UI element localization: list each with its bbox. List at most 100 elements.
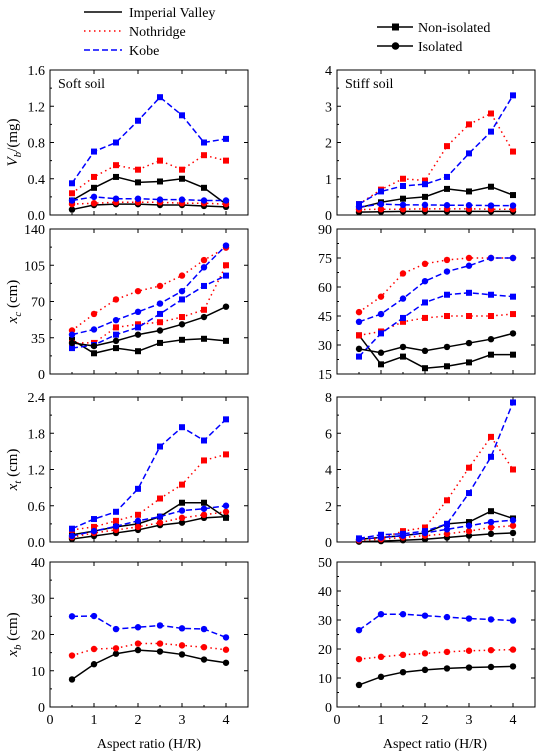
data-point-circle: [178, 514, 186, 522]
data-point-square: [488, 508, 494, 515]
y-tick-label: 20: [31, 629, 45, 644]
legend-label: Imperial Valley: [129, 6, 215, 21]
data-point-circle: [156, 648, 164, 655]
data-point-circle: [178, 625, 186, 632]
y-tick-label: 40: [318, 585, 332, 600]
data-point-square: [157, 310, 163, 317]
data-point-circle: [90, 200, 98, 207]
y-tick-label: 40: [31, 556, 45, 571]
data-point-circle: [421, 201, 429, 209]
data-point-circle: [156, 300, 164, 307]
data-point-circle: [178, 287, 186, 295]
data-point-circle: [377, 673, 385, 681]
series-line: [71, 418, 227, 530]
data-point-square: [135, 117, 141, 124]
data-point-square: [466, 150, 472, 157]
data-point-circle: [68, 613, 76, 620]
data-point-circle: [200, 511, 208, 519]
y-tick-label: 2.4: [28, 391, 46, 406]
data-point-square: [223, 262, 229, 269]
data-point-circle: [465, 664, 473, 671]
panel-Vb-stiff: 0 1 2 3 4 Stiff soil: [325, 64, 536, 224]
y-tick-label: 0.0: [28, 536, 46, 551]
data-point-square: [422, 193, 428, 200]
data-point-square: [157, 157, 163, 164]
data-point-circle: [355, 626, 363, 634]
y-tick-label: 2: [325, 137, 332, 152]
y-tick-label: 30: [318, 339, 332, 354]
data-point-square: [179, 166, 185, 173]
data-point-circle: [112, 316, 120, 324]
y-tick-label: 60: [318, 281, 332, 296]
data-point-circle: [222, 242, 230, 249]
data-point-square: [400, 314, 406, 321]
data-point-square: [69, 525, 75, 532]
data-point-circle: [443, 665, 451, 672]
data-point-circle: [421, 650, 429, 657]
data-point-circle: [487, 646, 495, 654]
data-point-circle: [134, 523, 142, 531]
data-point-square: [91, 516, 97, 523]
series-line: [358, 313, 514, 337]
x-tick-label: 3: [179, 713, 186, 728]
data-point-square: [466, 519, 472, 526]
data-point-circle: [399, 651, 407, 658]
y-axis-label: xb (cm): [5, 612, 24, 657]
x-tick-label: 2: [135, 713, 142, 728]
data-point-square: [400, 318, 406, 325]
series-line: [358, 532, 514, 543]
data-point-circle: [487, 530, 495, 538]
y-tick-label: 4: [325, 64, 332, 79]
y-tick-label: 1.8: [28, 427, 46, 442]
data-point-square: [444, 173, 450, 180]
data-point-circle: [355, 318, 363, 325]
data-point-circle: [134, 646, 142, 654]
data-point-circle: [156, 196, 164, 203]
data-point-circle: [156, 327, 164, 334]
data-point-square: [356, 332, 362, 339]
data-point-square: [444, 291, 450, 298]
data-point-circle: [112, 337, 120, 345]
data-point-circle: [487, 663, 495, 671]
data-point-circle: [156, 513, 164, 520]
data-point-square: [91, 184, 97, 191]
data-point-circle: [377, 310, 385, 318]
data-point-square: [113, 324, 119, 331]
data-point-square: [223, 272, 229, 279]
series-line: [71, 505, 227, 537]
data-point-circle: [509, 522, 517, 529]
data-point-circle: [399, 532, 407, 539]
data-point-circle: [68, 206, 76, 213]
y-tick-label: 3: [325, 100, 332, 115]
y-tick-label: 90: [318, 223, 332, 238]
data-point-square: [179, 296, 185, 303]
series-line: [358, 648, 514, 660]
series-line: [358, 257, 513, 313]
data-point-square: [113, 162, 119, 169]
data-point-circle: [112, 523, 120, 530]
data-point-square: [466, 464, 472, 471]
data-point-circle: [443, 343, 451, 351]
data-point-square: [157, 178, 163, 185]
data-point-circle: [68, 331, 76, 338]
data-point-circle: [465, 202, 473, 209]
data-point-square: [400, 183, 406, 189]
y-tick-label: 10: [318, 672, 332, 687]
data-point-circle: [200, 643, 208, 651]
legend-label: Kobe: [129, 44, 159, 59]
data-point-circle: [68, 339, 76, 347]
data-point-square: [400, 195, 406, 202]
data-point-square: [510, 466, 516, 473]
y-tick-label: 140: [24, 223, 45, 238]
data-point-circle: [509, 529, 517, 537]
y-axis-label: Vb/(mg): [5, 118, 24, 166]
y-tick-label: 35: [31, 332, 45, 347]
series-line: [71, 96, 227, 184]
data-point-circle: [377, 200, 385, 208]
data-point-circle: [134, 624, 142, 631]
panel-xc-soft: 0 35 70 105 140 xc (cm): [5, 223, 249, 383]
y-tick-label: 1.2: [28, 100, 46, 115]
data-point-circle: [443, 202, 451, 209]
series-line: [71, 203, 227, 211]
data-point-circle: [465, 527, 473, 535]
